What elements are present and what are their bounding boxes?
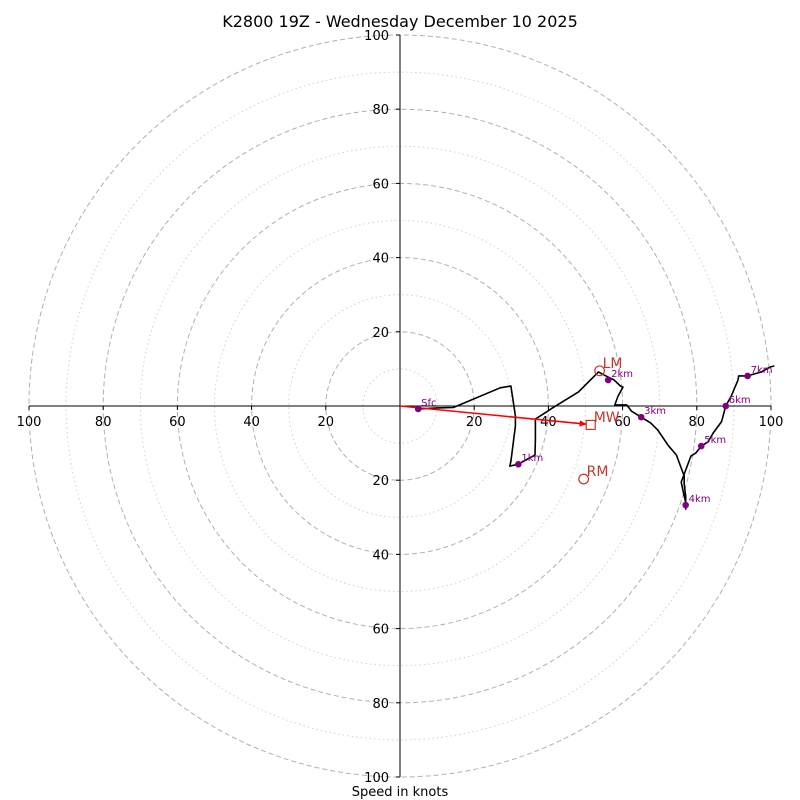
height-label-6km: 6km — [729, 395, 751, 406]
y-tick-label-4: 20 — [372, 326, 389, 341]
storm-motion-layer: LM MW RM — [578, 356, 623, 485]
height-points-layer: Sfc 1km 2km 3km 4km 5km 6km 7km — [414, 365, 773, 509]
x-tick-label-5: 20 — [466, 415, 483, 430]
motion-label-mw: MW — [594, 410, 620, 426]
motion-marker-rm — [578, 473, 590, 485]
height-label-5km: 5km — [704, 435, 726, 446]
x-tick-label-7: 60 — [614, 415, 631, 430]
height-label-1km: 1km — [521, 453, 543, 464]
y-tick-label-0: 100 — [364, 29, 389, 44]
motion-marker-mw — [585, 419, 596, 431]
height-point-7km — [744, 372, 751, 380]
height-label-7km: 7km — [751, 365, 773, 376]
shear-vector-line — [399, 405, 587, 425]
x-tick-label-0: 100 — [17, 415, 42, 430]
x-axis-label: Speed in knots — [352, 785, 449, 800]
motion-label-lm: LM — [603, 356, 623, 372]
y-tick-label-7: 60 — [372, 623, 389, 638]
y-tick-label-6: 40 — [372, 548, 389, 563]
y-tick-label-3: 40 — [372, 252, 389, 267]
height-point-4km — [682, 501, 689, 509]
x-tick-label-8: 80 — [689, 415, 706, 430]
tick-labels: 100 80 60 40 20 20 40 60 80 100 100 80 60 40 20 20 40 60 8… — [17, 29, 784, 786]
height-point-2km — [604, 376, 612, 384]
x-tick-label-4: 20 — [318, 415, 335, 430]
x-tick-label-9: 100 — [759, 415, 784, 430]
height-label-4km: 4km — [689, 494, 711, 505]
height-point-6km — [722, 402, 730, 410]
y-tick-label-8: 80 — [372, 697, 389, 712]
y-tick-label-2: 60 — [372, 177, 389, 192]
shear-vector-layer — [399, 405, 587, 427]
height-point-sfc — [414, 405, 422, 413]
y-tick-label-5: 20 — [372, 474, 389, 489]
motion-label-rm: RM — [587, 464, 609, 480]
shear-vector-arrowhead — [579, 420, 587, 427]
height-point-5km — [697, 442, 705, 450]
height-point-1km — [515, 460, 522, 468]
height-label-sfc: Sfc — [421, 398, 436, 409]
motion-marker-lm — [594, 365, 605, 377]
chart-title: K2800 19Z - Wednesday December 10 2025 — [222, 12, 578, 31]
y-tick-label-1: 80 — [372, 103, 389, 118]
height-point-3km — [637, 413, 645, 421]
x-tick-label-1: 80 — [95, 415, 112, 430]
x-tick-label-6: 40 — [540, 415, 557, 430]
x-tick-label-2: 60 — [169, 415, 186, 430]
x-tick-label-3: 40 — [243, 415, 260, 430]
height-label-2km: 2km — [611, 369, 633, 380]
y-tick-label-9: 100 — [364, 771, 389, 786]
height-label-3km: 3km — [644, 406, 666, 417]
